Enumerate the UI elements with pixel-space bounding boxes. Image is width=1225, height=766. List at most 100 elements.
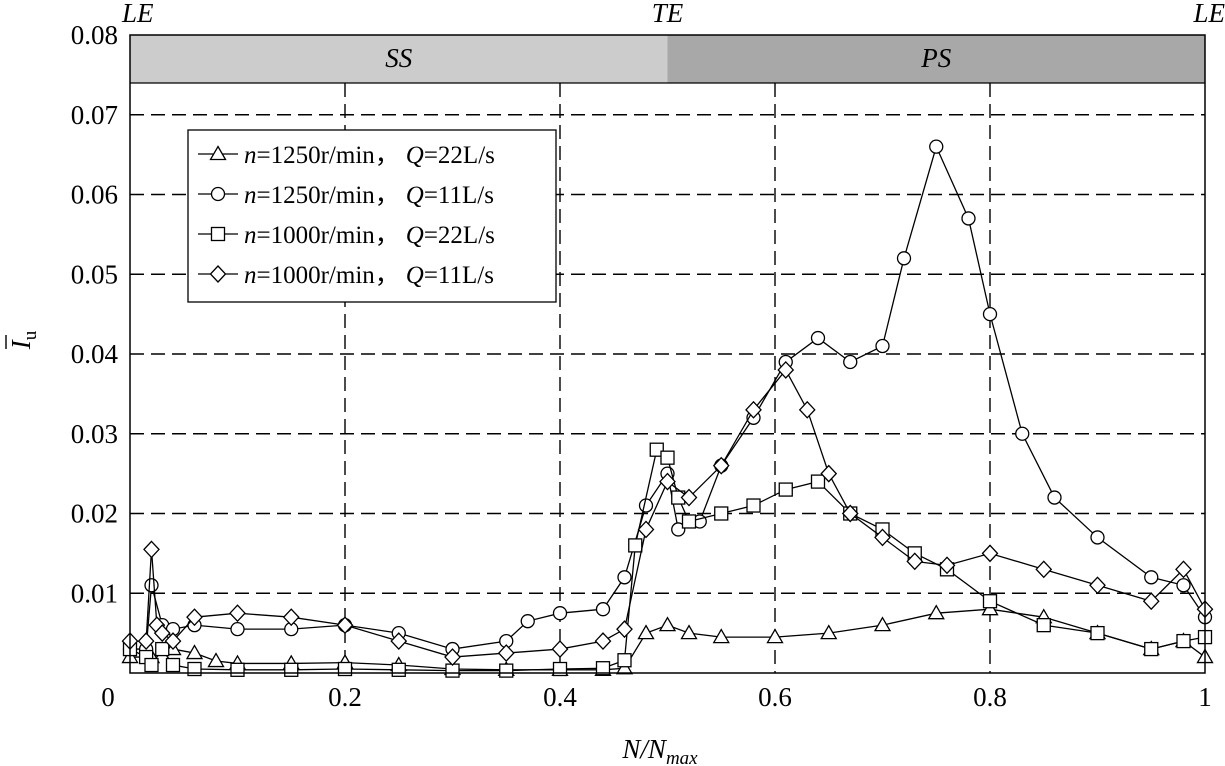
y-tick-label: 0.03 bbox=[71, 419, 118, 449]
data-point-square bbox=[144, 657, 159, 673]
legend-marker-diamond bbox=[209, 265, 227, 283]
legend-label: n=1000r/min， Q=22L/s bbox=[244, 222, 495, 249]
data-point-circle bbox=[929, 139, 944, 154]
data-point-square bbox=[681, 514, 697, 529]
data-point-diamond bbox=[637, 520, 655, 539]
data-point-square bbox=[660, 450, 675, 465]
x-tick-label: 0.2 bbox=[328, 682, 362, 712]
data-point-triangle bbox=[927, 604, 945, 620]
data-point-circle bbox=[1047, 490, 1062, 505]
region-bands: SS PS bbox=[130, 35, 1205, 84]
plot-frame bbox=[129, 34, 1206, 674]
x-tick-label: 0.8 bbox=[973, 682, 1007, 712]
data-point-square bbox=[499, 663, 514, 678]
top-annotation-le: LE bbox=[1192, 0, 1225, 28]
x-axis-label: N/Nmax bbox=[621, 734, 698, 766]
region-label-ss: SS bbox=[385, 43, 413, 73]
data-point-square bbox=[595, 661, 611, 676]
data-point-square bbox=[230, 662, 245, 677]
data-point-diamond bbox=[390, 632, 408, 651]
data-point-circle bbox=[638, 498, 654, 513]
data-point-square bbox=[391, 662, 406, 677]
y-tick-label: 0.05 bbox=[71, 259, 118, 289]
data-point-circle bbox=[595, 602, 611, 617]
data-point-circle bbox=[617, 570, 632, 585]
data-point-circle bbox=[875, 338, 890, 354]
top-annotation-te: TE bbox=[652, 0, 684, 28]
data-point-triangle bbox=[820, 624, 838, 640]
data-point-diamond bbox=[938, 556, 956, 575]
data-point-square bbox=[982, 594, 998, 609]
top-annotation-le: LE bbox=[121, 0, 154, 28]
data-point-diamond bbox=[745, 400, 762, 419]
legend-label: n=1000r/min， Q=11L/s bbox=[244, 262, 494, 289]
legend-label: n=1250r/min， Q=11L/s bbox=[244, 182, 494, 209]
x-tick-label: 0.6 bbox=[758, 682, 792, 712]
data-point-triangle bbox=[637, 624, 655, 640]
data-point-diamond bbox=[981, 544, 999, 563]
y-tick-label: 0.01 bbox=[71, 578, 118, 608]
data-point-triangle bbox=[680, 624, 698, 640]
data-point-triangle bbox=[712, 628, 730, 644]
y-tick-label: 0.06 bbox=[71, 180, 118, 210]
data-point-diamond bbox=[444, 648, 461, 667]
tick-labels: 0 0.2 0.4 0.6 0.8 1 0.01 0.02 0.03 0.04 0.05 0.06 0.… bbox=[71, 20, 1212, 712]
legend-marker-triangle bbox=[209, 145, 227, 161]
data-point-triangle bbox=[766, 628, 784, 644]
legend-box bbox=[187, 129, 557, 303]
legend: n=1250r/min， Q=22L/s n=1250r/min， Q=11L/s n=… bbox=[187, 129, 557, 303]
data-point-diamond bbox=[164, 632, 182, 651]
data-point-triangle bbox=[207, 652, 225, 668]
data-point-square bbox=[445, 663, 460, 678]
legend-label: n=1250r/min， Q=22L/s bbox=[244, 142, 495, 169]
data-point-circle bbox=[671, 522, 686, 537]
data-point-diamond bbox=[841, 504, 859, 523]
legend-entry-diamond: n=1000r/min， Q=11L/s bbox=[198, 262, 494, 289]
data-point-square bbox=[1090, 625, 1105, 641]
data-point-diamond bbox=[229, 604, 246, 623]
data-point-diamond bbox=[798, 400, 816, 419]
data-point-diamond bbox=[777, 360, 795, 379]
series-square bbox=[122, 442, 1213, 678]
y-tick-label: 0.04 bbox=[71, 339, 119, 369]
data-point-circle bbox=[1090, 530, 1105, 545]
data-point-triangle bbox=[873, 616, 892, 632]
legend-entry-circle: n=1250r/min， Q=11L/s bbox=[198, 182, 494, 209]
data-point-diamond bbox=[820, 464, 838, 483]
data-point-diamond bbox=[497, 644, 515, 663]
data-point-circle bbox=[1015, 426, 1030, 441]
data-point-diamond bbox=[137, 632, 155, 651]
data-point-diamond bbox=[1089, 576, 1106, 595]
y-tick-label: 0.07 bbox=[71, 100, 118, 130]
data-point-diamond bbox=[659, 472, 676, 491]
data-point-square bbox=[617, 653, 632, 668]
x-tick-label: 0.4 bbox=[543, 682, 577, 712]
top-annotations: LE TE LE bbox=[121, 0, 1225, 28]
data-point-diamond bbox=[616, 620, 633, 639]
data-point-circle bbox=[230, 621, 245, 637]
data-point-square bbox=[284, 662, 299, 677]
data-point-diamond bbox=[143, 540, 160, 559]
data-point-circle bbox=[144, 578, 159, 593]
data-point-diamond bbox=[186, 608, 203, 627]
data-point-diamond bbox=[282, 608, 300, 627]
data-point-square bbox=[155, 641, 170, 657]
data-point-diamond bbox=[712, 456, 730, 475]
data-point-diamond bbox=[874, 528, 891, 547]
data-point-circle bbox=[810, 330, 826, 346]
data-point-triangle bbox=[658, 616, 677, 632]
series-line-diamond bbox=[130, 368, 1206, 658]
series-group bbox=[121, 139, 1214, 678]
region-label-ps: PS bbox=[920, 43, 951, 73]
data-point-circle bbox=[1176, 578, 1191, 593]
y-tick-label: 0.02 bbox=[71, 499, 118, 529]
data-point-square bbox=[778, 482, 793, 497]
data-point-triangle bbox=[185, 644, 204, 660]
data-point-circle bbox=[896, 251, 912, 266]
data-point-square bbox=[810, 474, 826, 489]
legend-marker-square bbox=[210, 226, 226, 242]
data-point-square bbox=[649, 442, 664, 457]
data-point-square bbox=[1176, 633, 1191, 649]
data-point-circle bbox=[1144, 570, 1159, 585]
